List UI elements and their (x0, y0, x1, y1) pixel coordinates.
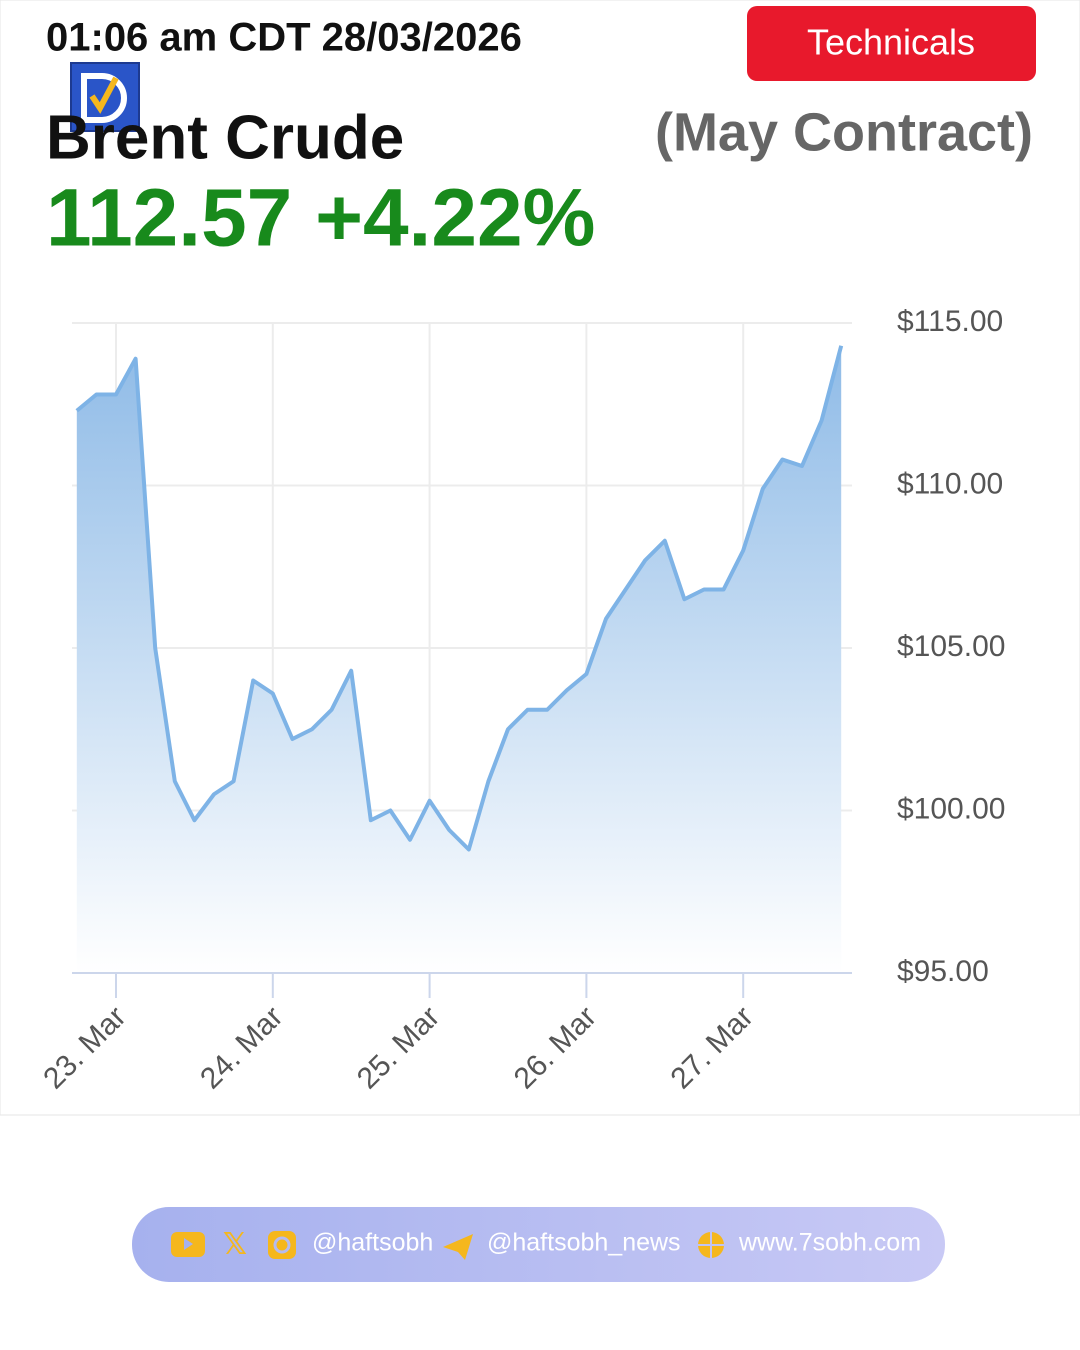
logo (70, 62, 140, 132)
social-icons: 𝕏 (171, 1228, 724, 1261)
social-handle[interactable]: @haftsobh (312, 1229, 433, 1257)
y-tick-label: $100.00 (897, 792, 1005, 825)
website[interactable]: www.7sobh.com (738, 1229, 921, 1257)
social-bar (132, 1207, 945, 1282)
contract: (May Contract) (655, 102, 1033, 162)
telegram-handle[interactable]: @haftsobh_news (487, 1229, 681, 1257)
quote: 112.57 +4.22% (46, 173, 595, 264)
timestamp: 01:06 am CDT 28/03/2026 (46, 16, 522, 60)
technicals-button[interactable] (747, 6, 1036, 81)
y-tick-label: $95.00 (897, 955, 989, 988)
y-tick-label: $110.00 (897, 467, 1003, 500)
area (76, 345, 842, 973)
line (75, 345, 844, 852)
instrument: Brent Crude (46, 103, 404, 172)
y-tick-label: $105.00 (897, 630, 1005, 663)
technicals-label[interactable]: Technicals (807, 22, 975, 63)
y-tick-label: $115.00 (897, 305, 1003, 338)
svg-text:𝕏: 𝕏 (223, 1228, 247, 1261)
